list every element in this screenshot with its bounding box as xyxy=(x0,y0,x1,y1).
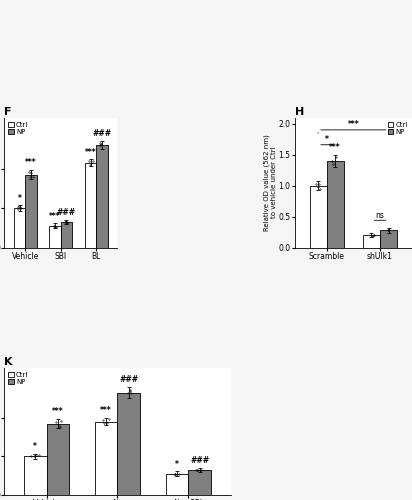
Y-axis label: Relative OD value (562 nm)
to vehicle under Ctrl: Relative OD value (562 nm) to vehicle un… xyxy=(263,134,277,231)
Bar xyxy=(14,208,26,248)
Text: ***: *** xyxy=(85,148,96,156)
Bar xyxy=(188,470,211,495)
Text: ***: *** xyxy=(100,406,112,415)
Bar xyxy=(327,161,344,248)
Text: ***: *** xyxy=(49,212,61,220)
Bar xyxy=(96,145,108,248)
Text: ###: ### xyxy=(57,208,76,217)
Bar xyxy=(24,456,47,495)
Text: ***: *** xyxy=(52,407,64,416)
Text: ***: *** xyxy=(329,142,341,152)
Text: ns: ns xyxy=(376,210,384,220)
Text: ***: *** xyxy=(25,158,37,167)
Text: *: * xyxy=(18,194,22,202)
Bar xyxy=(47,424,69,495)
Text: K: K xyxy=(4,356,13,366)
Bar xyxy=(49,226,61,248)
Text: H: H xyxy=(295,106,304,117)
Text: *: * xyxy=(33,442,37,451)
Text: *: * xyxy=(175,460,179,468)
Legend: Ctrl, NP: Ctrl, NP xyxy=(387,121,409,136)
Text: ###: ### xyxy=(190,456,209,465)
Legend: Ctrl, NP: Ctrl, NP xyxy=(7,371,29,386)
Text: ***: *** xyxy=(347,120,359,130)
Text: *: * xyxy=(325,135,328,144)
Bar xyxy=(166,474,188,495)
Bar xyxy=(61,222,72,248)
Legend: Ctrl, NP: Ctrl, NP xyxy=(7,121,29,136)
Bar xyxy=(380,230,397,248)
Text: F: F xyxy=(4,106,12,117)
Text: ###: ### xyxy=(92,130,111,138)
Bar xyxy=(95,422,117,495)
Text: ###: ### xyxy=(119,375,138,384)
Bar xyxy=(85,163,96,248)
Bar xyxy=(363,235,380,248)
Bar xyxy=(26,174,37,248)
Bar xyxy=(309,186,327,248)
Bar xyxy=(117,392,140,495)
